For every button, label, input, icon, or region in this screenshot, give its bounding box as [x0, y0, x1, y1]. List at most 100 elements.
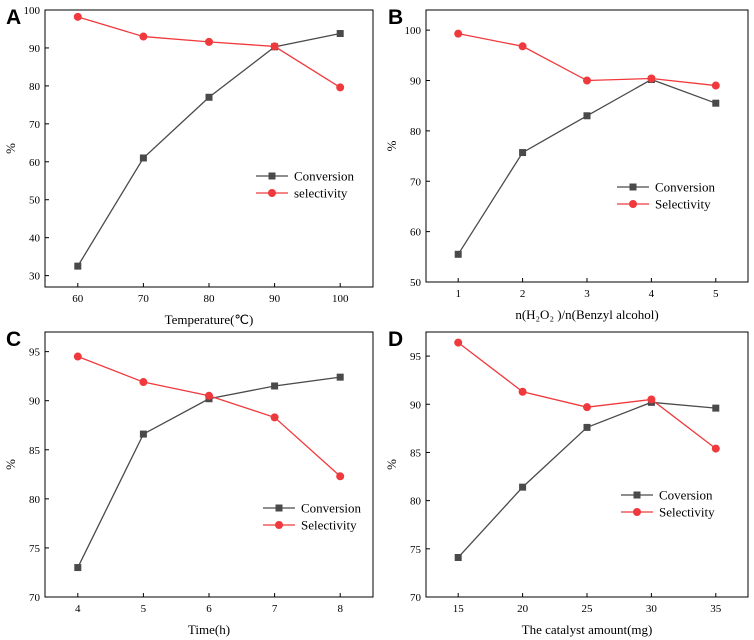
x-axis-label: The catalyst amount(mg)	[522, 622, 653, 637]
x-tick-label: 30	[646, 603, 658, 615]
legend-marker	[275, 504, 283, 512]
y-tick-label: 85	[410, 447, 422, 459]
data-point-selectivity	[205, 391, 213, 400]
x-tick-label: 6	[206, 603, 212, 615]
x-tick-label: 25	[582, 603, 594, 615]
y-tick-label: 80	[29, 494, 41, 506]
x-tick-label: 90	[269, 293, 281, 305]
y-tick-label: 80	[29, 81, 41, 93]
y-tick-label: 30	[29, 271, 41, 283]
data-point-selectivity	[73, 352, 82, 361]
data-point-selectivity	[647, 395, 656, 404]
y-tick-label: 100	[24, 5, 41, 17]
series-line-conversion	[77, 32, 341, 267]
panel-label: D	[388, 328, 403, 351]
data-point-conversion	[583, 112, 591, 120]
y-tick-label: 90	[29, 43, 41, 55]
x-tick-label: 8	[337, 603, 343, 615]
series-line-selectivity	[77, 355, 341, 477]
x-tick-label: 5	[141, 603, 147, 615]
y-tick-label: 95	[410, 351, 422, 363]
y-tick-label: 90	[410, 76, 422, 88]
y-tick-label: 70	[410, 176, 422, 188]
y-tick-label: 50	[29, 195, 41, 207]
panel-label: C	[6, 328, 21, 351]
data-point-selectivity	[205, 37, 213, 46]
legend-label: Conversion	[655, 180, 715, 195]
data-point-coversion	[454, 553, 462, 561]
legend-label: Conversion	[301, 501, 361, 516]
data-point-selectivity	[711, 81, 720, 90]
y-tick-label: 50	[410, 277, 422, 289]
legend-marker	[275, 521, 283, 529]
panel-label: B	[388, 6, 403, 29]
y-tick-label: 75	[410, 544, 422, 556]
series-line-conversion	[77, 376, 341, 568]
data-point-conversion	[139, 430, 147, 438]
data-point-selectivity	[518, 387, 527, 396]
panel-label: A	[6, 6, 21, 29]
x-tick-label: 60	[72, 293, 84, 305]
data-point-conversion	[139, 154, 147, 162]
y-tick-label: 70	[410, 592, 422, 604]
data-point-selectivity	[270, 42, 279, 51]
x-tick-label: 7	[272, 603, 278, 615]
data-point-selectivity	[454, 338, 463, 347]
data-point-selectivity	[139, 32, 148, 41]
x-tick-label: 4	[649, 288, 655, 300]
legend-label: Selectivity	[659, 505, 715, 520]
legend-marker	[633, 491, 641, 499]
data-point-conversion	[712, 99, 720, 107]
y-tick-label: 60	[410, 227, 422, 239]
x-tick-label: 80	[204, 293, 216, 305]
data-point-conversion	[205, 93, 213, 101]
data-point-coversion	[712, 404, 720, 412]
x-tick-label: 20	[517, 603, 529, 615]
data-point-conversion	[519, 149, 527, 157]
data-point-conversion	[74, 262, 82, 270]
panel-d: D 15 20 25 30 35 70 75 80 85 90 95 The catalyst amou…	[384, 328, 749, 637]
x-tick-label: 4	[75, 603, 81, 615]
y-tick-label: 90	[29, 396, 41, 408]
y-tick-label: 90	[410, 399, 422, 411]
legend-label: Coversion	[659, 488, 713, 503]
data-point-conversion	[74, 564, 82, 572]
legend-label: Conversion	[294, 169, 354, 184]
data-point-selectivity	[73, 12, 82, 21]
data-point-selectivity	[518, 42, 527, 51]
y-tick-label: 75	[29, 543, 41, 555]
data-point-selectivity	[583, 403, 591, 412]
panel-c: C 4 5 6 7 8 70 75 80 85 90 95 Time(h)% Conversion Sele…	[3, 328, 374, 637]
plot-frame	[44, 9, 374, 288]
x-axis-label: n(H₂O₂ )/n(Benzyl alcohol)	[515, 307, 658, 322]
data-point-conversion	[271, 382, 279, 390]
y-tick-label: 80	[410, 496, 422, 508]
data-point-selectivity	[454, 29, 463, 38]
y-axis-label: %	[3, 459, 18, 470]
x-axis-label: Temperature(℃)	[165, 312, 254, 327]
data-point-selectivity	[711, 444, 720, 453]
legend-label: Selectivity	[301, 518, 357, 533]
legend-marker	[633, 508, 641, 516]
y-tick-label: 40	[29, 233, 41, 245]
x-tick-label: 5	[713, 288, 719, 300]
x-tick-label: 70	[138, 293, 150, 305]
x-tick-label: 15	[453, 603, 465, 615]
x-axis-label: Time(h)	[188, 622, 230, 637]
data-point-coversion	[519, 483, 527, 491]
y-tick-label: 80	[410, 126, 422, 138]
y-tick-label: 100	[405, 25, 422, 37]
x-tick-label: 35	[710, 603, 722, 615]
y-axis-label: %	[384, 459, 399, 470]
data-point-selectivity	[583, 76, 591, 85]
x-tick-label: 3	[584, 288, 590, 300]
series-line-conversion	[457, 78, 717, 255]
series-line-selectivity	[77, 16, 341, 88]
data-point-selectivity	[270, 413, 279, 422]
legend-label: selectivity	[294, 186, 348, 201]
legend-marker	[629, 183, 637, 191]
data-point-coversion	[583, 423, 591, 431]
data-point-selectivity	[139, 378, 148, 387]
data-point-conversion	[336, 373, 344, 381]
